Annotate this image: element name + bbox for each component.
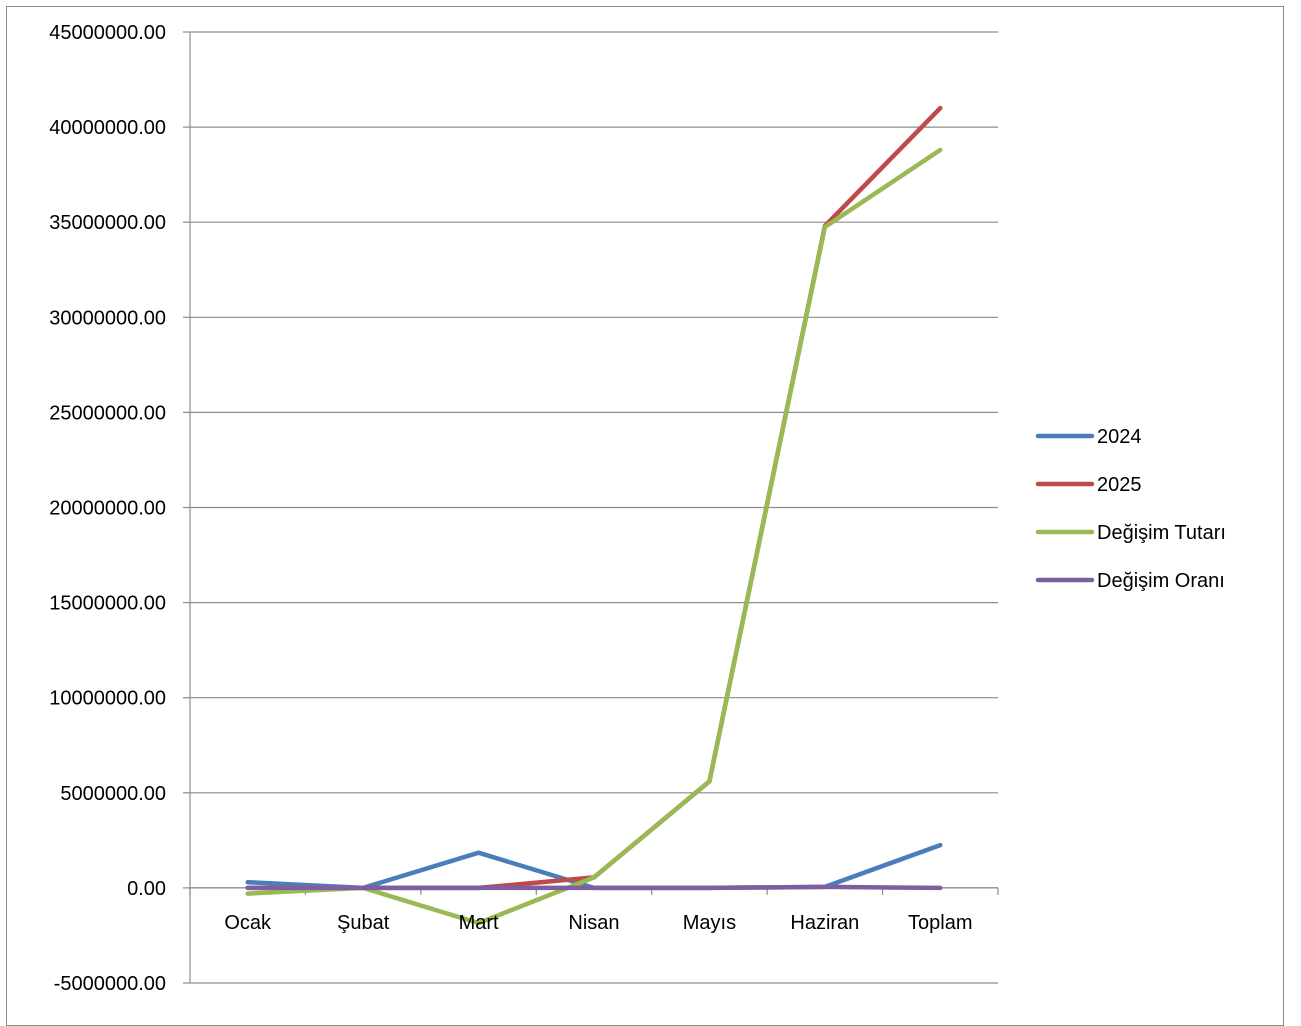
series-lines (245, 105, 943, 926)
x-tick-label: Haziran (790, 912, 859, 934)
x-tick-label: Mart (459, 912, 499, 934)
y-tick-label: 45000000.00 (49, 22, 166, 44)
x-tick-label: Mayıs (683, 912, 736, 934)
legend: 2024 2025 Değişim Tutarı Değişim Oranı (1035, 426, 1226, 592)
series-line-3 (245, 884, 943, 891)
chart-area (6, 6, 1284, 1026)
y-tick-label: 5000000.00 (60, 783, 166, 805)
tick-labels: 45000000.00 40000000.00 35000000.00 3000000… (49, 22, 972, 995)
legend-label: Değişim Tutarı (1097, 522, 1226, 544)
y-tick-label: 25000000.00 (49, 402, 166, 424)
series-line-1 (245, 105, 943, 891)
y-tick-label: 30000000.00 (49, 307, 166, 329)
x-tick-label: Şubat (337, 912, 390, 934)
legend-label: 2024 (1097, 426, 1142, 448)
y-tick-label: 20000000.00 (49, 498, 166, 520)
y-tick-label: 10000000.00 (49, 688, 166, 710)
series-line-0 (245, 842, 943, 891)
y-tick-label: -5000000.00 (54, 973, 166, 995)
legend-label: Değişim Oranı (1097, 570, 1225, 592)
x-tick-label: Toplam (908, 912, 972, 934)
y-tick-label: 35000000.00 (49, 212, 166, 234)
x-tick-label: Ocak (224, 912, 272, 934)
legend-label: 2025 (1097, 474, 1142, 496)
y-tick-label: 15000000.00 (49, 593, 166, 615)
y-tick-label: 40000000.00 (49, 117, 166, 139)
series-line-2 (245, 147, 943, 926)
x-tick-label: Nisan (568, 912, 619, 934)
y-tick-label: 0.00 (127, 878, 166, 900)
